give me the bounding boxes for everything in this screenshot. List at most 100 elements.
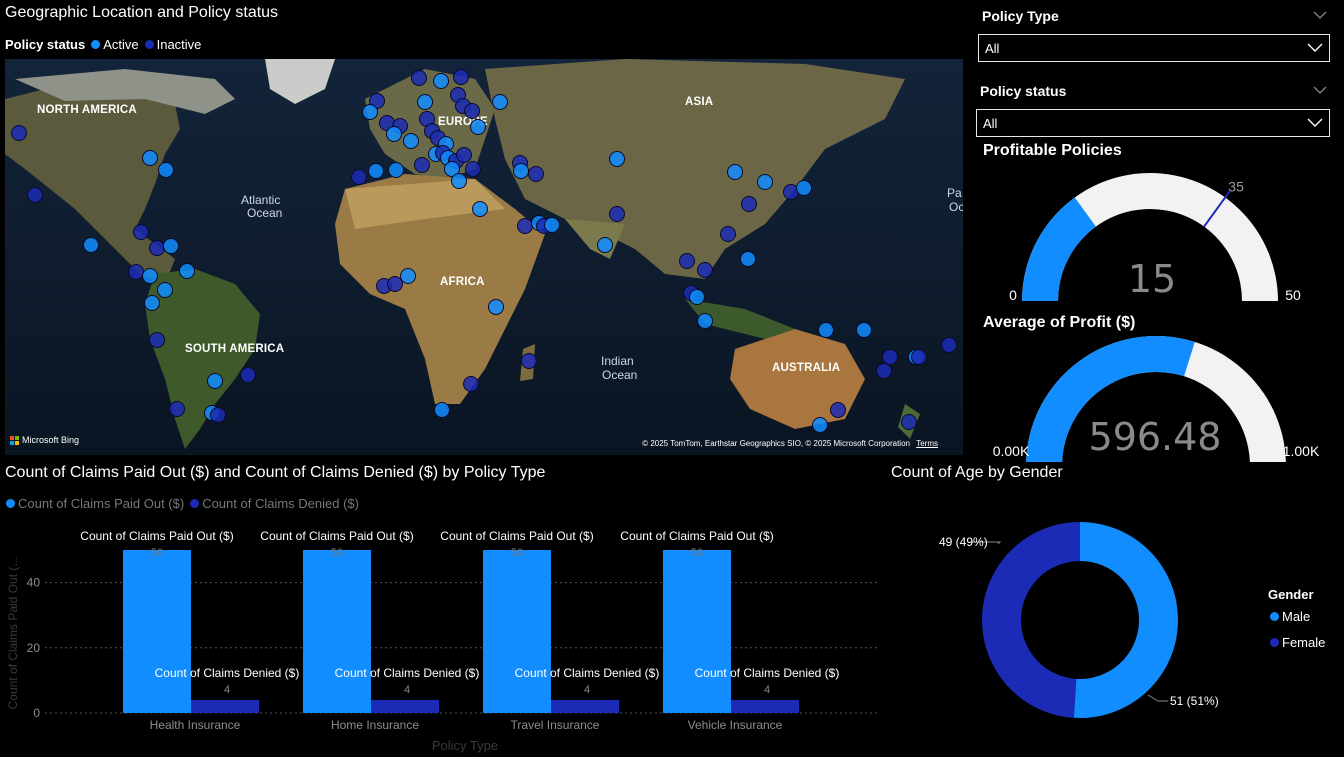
bar-denied[interactable] (371, 699, 439, 713)
policy-bubble[interactable] (368, 163, 384, 179)
policy-status-value: All (983, 115, 998, 131)
policy-bubble[interactable] (149, 332, 165, 348)
policy-bubble[interactable] (451, 173, 467, 189)
policy-bubble[interactable] (697, 313, 713, 329)
policy-bubble[interactable] (400, 268, 416, 284)
policy-bubble[interactable] (609, 151, 625, 167)
policy-bubble[interactable] (720, 226, 736, 242)
gender-legend-title: Gender (1268, 587, 1314, 602)
policy-bubble[interactable] (434, 402, 450, 418)
legend-female[interactable]: Female (1264, 635, 1325, 650)
policy-bubble[interactable] (414, 157, 430, 173)
terms-link[interactable]: Terms (916, 439, 938, 448)
policy-status-dropdown[interactable]: All (976, 109, 1330, 137)
policy-bubble[interactable] (411, 70, 427, 86)
policy-type-collapse-chevron-icon[interactable] (1313, 10, 1327, 20)
policy-bubble[interactable] (689, 289, 705, 305)
policy-bubble[interactable] (818, 322, 834, 338)
microsoft-bing-logo (10, 436, 19, 445)
policy-bubble[interactable] (901, 414, 917, 430)
policy-bubble[interactable] (169, 401, 185, 417)
policy-bubble[interactable] (403, 133, 419, 149)
bar-denied[interactable] (551, 699, 619, 713)
policy-bubble[interactable] (179, 263, 195, 279)
world-map[interactable]: NORTH AMERICA EUROPE ASIA AFRICA SOUTH A… (5, 59, 963, 455)
policy-bubble[interactable] (456, 147, 472, 163)
bar-paid[interactable] (663, 550, 731, 713)
policy-bubble[interactable] (741, 196, 757, 212)
legend-inactive-label[interactable]: Inactive (156, 37, 202, 52)
legend-male[interactable]: Male (1264, 609, 1310, 624)
policy-bubble[interactable] (444, 161, 460, 177)
policy-bubble[interactable] (757, 174, 773, 190)
policy-bubble[interactable] (387, 276, 403, 292)
average-profit-gauge[interactable]: 596.48 0.00K 1.00K (980, 330, 1344, 462)
bar-paid[interactable] (123, 550, 191, 713)
policy-bubble[interactable] (796, 180, 812, 196)
policy-bubble[interactable] (740, 251, 756, 267)
profitable-policies-gauge[interactable]: 35 15 0 50 (980, 160, 1340, 310)
policy-bubble[interactable] (697, 262, 713, 278)
policy-bubble[interactable] (142, 150, 158, 166)
bar-denied[interactable] (731, 699, 799, 713)
legend-paid-label[interactable]: Count of Claims Paid Out ($) (18, 496, 185, 511)
policy-bubble[interactable] (142, 268, 158, 284)
policy-bubble[interactable] (492, 94, 508, 110)
policy-bubble[interactable] (149, 240, 165, 256)
policy-bubble[interactable] (433, 73, 449, 89)
policy-bubble[interactable] (417, 94, 433, 110)
policy-bubble[interactable] (521, 353, 537, 369)
claims-bar-chart[interactable]: Count of Claims Paid Out (... Policy Typ… (0, 518, 885, 757)
policy-bubble[interactable] (128, 264, 144, 280)
donut-slice-female[interactable] (982, 522, 1080, 718)
female-data-label: 49 (49%) (939, 535, 988, 549)
policy-bubble[interactable] (470, 119, 486, 135)
donut-slice-male[interactable] (1073, 522, 1178, 718)
policy-bubble[interactable] (472, 201, 488, 217)
policy-bubble[interactable] (386, 126, 402, 142)
svg-text:Ocean: Ocean (602, 368, 637, 382)
policy-bubble[interactable] (513, 163, 529, 179)
policy-bubble[interactable] (609, 206, 625, 222)
policy-bubble[interactable] (351, 169, 367, 185)
policy-bubble[interactable] (882, 349, 898, 365)
policy-bubble[interactable] (463, 376, 479, 392)
policy-bubble[interactable] (453, 69, 469, 85)
policy-bubble[interactable] (157, 282, 173, 298)
policy-bubble[interactable] (597, 237, 613, 253)
gender-donut-chart[interactable]: 49 (49%) 51 (51%) (880, 500, 1250, 740)
policy-type-dropdown[interactable]: All (978, 34, 1330, 62)
policy-bubble[interactable] (528, 166, 544, 182)
policy-bubble[interactable] (27, 187, 43, 203)
policy-bubble[interactable] (207, 373, 223, 389)
bar-denied[interactable] (191, 699, 259, 713)
policy-bubble[interactable] (465, 161, 481, 177)
policy-bubble[interactable] (727, 164, 743, 180)
policy-bubble[interactable] (911, 349, 927, 365)
legend-denied-label[interactable]: Count of Claims Denied ($) (202, 496, 359, 511)
policy-bubble[interactable] (388, 162, 404, 178)
policy-bubble[interactable] (163, 238, 179, 254)
policy-bubble[interactable] (133, 224, 149, 240)
policy-bubble[interactable] (11, 125, 27, 141)
policy-bubble[interactable] (544, 217, 560, 233)
policy-bubble[interactable] (517, 218, 533, 234)
legend-active-label[interactable]: Active (103, 37, 139, 52)
policy-bubble[interactable] (210, 407, 226, 423)
policy-bubble[interactable] (464, 103, 480, 119)
bar-paid[interactable] (483, 550, 551, 713)
policy-bubble[interactable] (812, 417, 828, 433)
policy-bubble[interactable] (856, 322, 872, 338)
policy-bubble[interactable] (876, 363, 892, 379)
policy-bubble[interactable] (240, 367, 256, 383)
policy-bubble[interactable] (488, 299, 504, 315)
policy-bubble[interactable] (941, 337, 957, 353)
policy-bubble[interactable] (679, 253, 695, 269)
policy-bubble[interactable] (362, 104, 378, 120)
policy-bubble[interactable] (158, 162, 174, 178)
policy-bubble[interactable] (144, 295, 160, 311)
bar-paid[interactable] (303, 550, 371, 713)
policy-bubble[interactable] (83, 237, 99, 253)
policy-bubble[interactable] (830, 402, 846, 418)
policy-status-collapse-chevron-icon[interactable] (1313, 85, 1327, 95)
